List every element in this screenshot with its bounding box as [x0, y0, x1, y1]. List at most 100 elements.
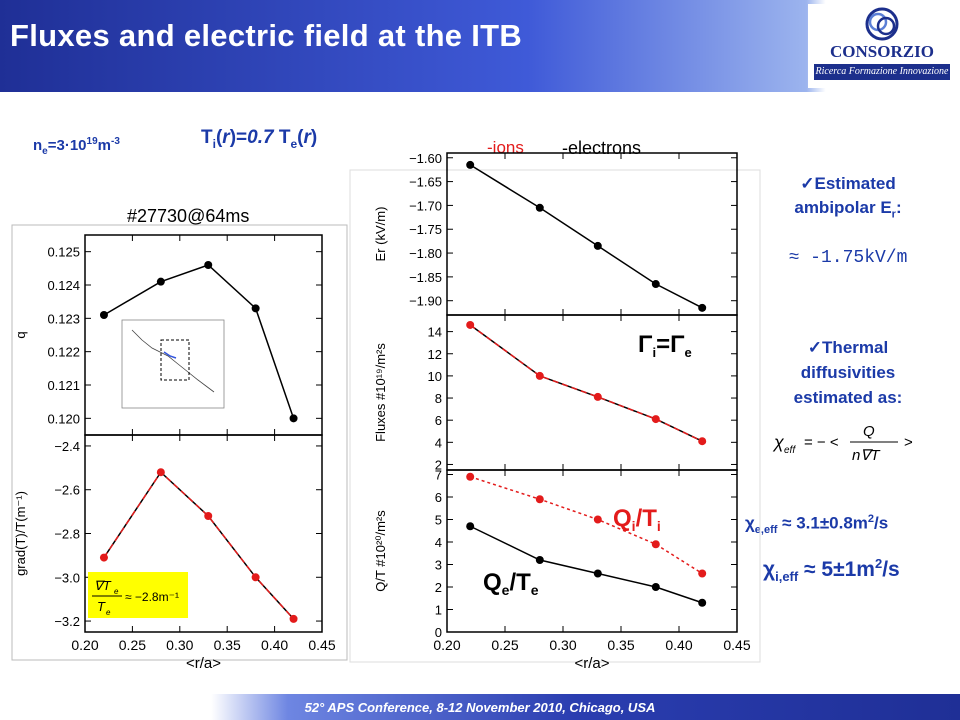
grad_t-xtick-label: 0.40: [261, 637, 288, 653]
chi-i-symbol: χ: [763, 558, 776, 581]
formula-numerator-sub: e: [114, 587, 119, 596]
consorzio-rfx-logo: CONSORZIO RFX Ricerca Formazione Innovaz…: [808, 4, 956, 88]
check-icon: ✓: [800, 174, 815, 193]
q_profile-ytick-label: 0.121: [47, 378, 80, 393]
q_over_t-xtick-label: 0.30: [549, 637, 576, 653]
grad_t-ytick-label: −2.6: [54, 483, 80, 498]
density-unit-exp: -3: [111, 136, 120, 147]
chi-e-exp: 2: [867, 513, 875, 525]
chi-e-symbol: χ: [745, 513, 755, 533]
er-series-0-line: [469, 164, 703, 309]
ambipolar-line2: ambipolar E: [794, 198, 892, 217]
grad_t-xtick-label: 0.35: [214, 637, 241, 653]
chi-i-exp: 2: [874, 556, 883, 571]
fluxes-data-point: [698, 437, 707, 446]
ti-te-relation: Ti(r)=0.7 Te(r): [201, 127, 318, 151]
shot-label: #27730@64ms: [127, 206, 250, 226]
grad_t-xtick-label: 0.45: [308, 637, 335, 653]
q_over_t-plot-frame: [446, 469, 738, 633]
er-ytick-label: −1.75: [409, 222, 442, 237]
grad_t-xlabel: <r/a>: [186, 655, 221, 672]
er-data-point: [535, 203, 544, 212]
er-ytick-label: −1.65: [409, 175, 442, 190]
q_profile-data-point: [204, 261, 213, 269]
inset-profile-line: [131, 329, 215, 393]
grad_t-ytick-label: −3.0: [54, 570, 80, 585]
fluxes-ytick-label: 8: [435, 391, 442, 406]
q_over_t-data-point: [466, 472, 475, 481]
fluxes-data-point: [466, 320, 475, 329]
inset-plot-frame: [121, 319, 225, 409]
q_over_t-data-point: [535, 495, 544, 504]
formula-box: [88, 572, 188, 618]
q_profile-data-point: [251, 304, 260, 313]
grad_t-data-point: [251, 573, 260, 582]
ambipolar-heading: ✓Estimated ambipolar Er:: [748, 172, 948, 226]
grad_t-data-point: [156, 468, 165, 477]
q_over_t-xtick-label: 0.45: [723, 637, 750, 653]
inset-highlight-line: [163, 351, 177, 359]
q_over_t-xtick-label: 0.35: [607, 637, 634, 653]
grad_t-xtick-label: 0.25: [119, 637, 146, 653]
fluxes-ytick-label: 6: [435, 413, 442, 428]
q_over_t-data-point: [535, 556, 544, 564]
q_over_t-ytick-label: 6: [435, 490, 442, 505]
q_profile-ylabel: q: [13, 331, 28, 338]
chi-e-unit: /s: [874, 513, 889, 533]
chi-i-value: χi,eff ≈ 5±1m2/s: [763, 556, 900, 584]
thermal-line2: diffusivities: [800, 363, 896, 382]
fluxes-data-point: [651, 415, 660, 424]
er-data-point: [466, 160, 475, 169]
fluxes-annotation: Γi=Γe: [638, 331, 692, 360]
grad_t-ytick-label: −2.4: [54, 439, 80, 454]
q_over_t-data-point: [593, 515, 602, 524]
q_over_t-xtick-label: 0.25: [491, 637, 518, 653]
thermal-line1: Thermal: [822, 338, 889, 357]
logo-emblem-icon: [865, 7, 899, 41]
q_over_t-data-point: [698, 569, 707, 578]
svg-text:χ: χ: [772, 432, 785, 452]
q_profile-ytick-label: 0.125: [47, 245, 80, 260]
fluxes-ytick-label: 12: [428, 347, 442, 362]
svg-text:>: >: [904, 434, 913, 451]
density-label: ne=3·1019m-3: [33, 136, 120, 157]
q_over_t-ytick-label: 4: [435, 535, 442, 550]
thermal-heading: ✓Thermal diffusivities estimated as:: [748, 335, 948, 410]
formula-denominator: T: [97, 599, 106, 614]
grad_t-data-point: [204, 511, 213, 520]
q_over_t-data-point: [466, 522, 475, 531]
chi-i-sub: i,eff: [775, 569, 799, 585]
chi-i-unit: /s: [882, 558, 900, 581]
q_over_t-ytick-label: 1: [435, 603, 442, 618]
er-ytick-label: −1.80: [409, 246, 442, 261]
grad_t-ylabel: grad(T)/T(m⁻¹): [13, 491, 28, 576]
right-figure-frame: [349, 169, 761, 663]
ambipolar-value: ≈ -1.75kV/m: [788, 248, 908, 268]
er-ytick-label: −1.70: [409, 198, 442, 213]
q_over_t-ylabel: Q/T #10²⁰/m²s: [373, 510, 388, 592]
chi-e-number: ≈ 3.1±0.8m: [777, 513, 868, 533]
grad_t-series-0-overlay: [103, 471, 295, 620]
grad_t-data-point: [99, 553, 108, 562]
footer-text: 52° APS Conference, 8-12 November 2010, …: [304, 700, 656, 715]
formula-value: ≈ −2.8m⁻¹: [125, 590, 179, 604]
slide-title: Fluxes and electric field at the ITB: [10, 18, 523, 53]
check-icon: ✓: [807, 338, 823, 357]
q_over_t-xtick-label: 0.40: [665, 637, 692, 653]
er-ylabel: Er (kV/m): [373, 207, 388, 262]
fluxes-ytick-label: 2: [435, 457, 442, 472]
q_profile-ytick-label: 0.124: [47, 278, 80, 293]
footer-bar: [0, 694, 960, 720]
q_profile-data-point: [156, 277, 165, 286]
grad_t-ytick-label: −2.8: [54, 527, 80, 542]
fluxes-ytick-label: 4: [435, 435, 442, 450]
er-ytick-label: −1.60: [409, 151, 442, 166]
series-label-qe-te: Qe/Te: [483, 569, 539, 598]
er-ytick-label: −1.85: [409, 270, 442, 285]
grad_t-data-point: [289, 614, 298, 623]
grad_t-xtick-label: 0.20: [71, 637, 98, 653]
svg-text:Q: Q: [863, 423, 875, 440]
svg-text:eff: eff: [784, 445, 796, 456]
q_over_t-ytick-label: 0: [435, 625, 442, 640]
ambipolar-line1: Estimated: [814, 174, 896, 193]
